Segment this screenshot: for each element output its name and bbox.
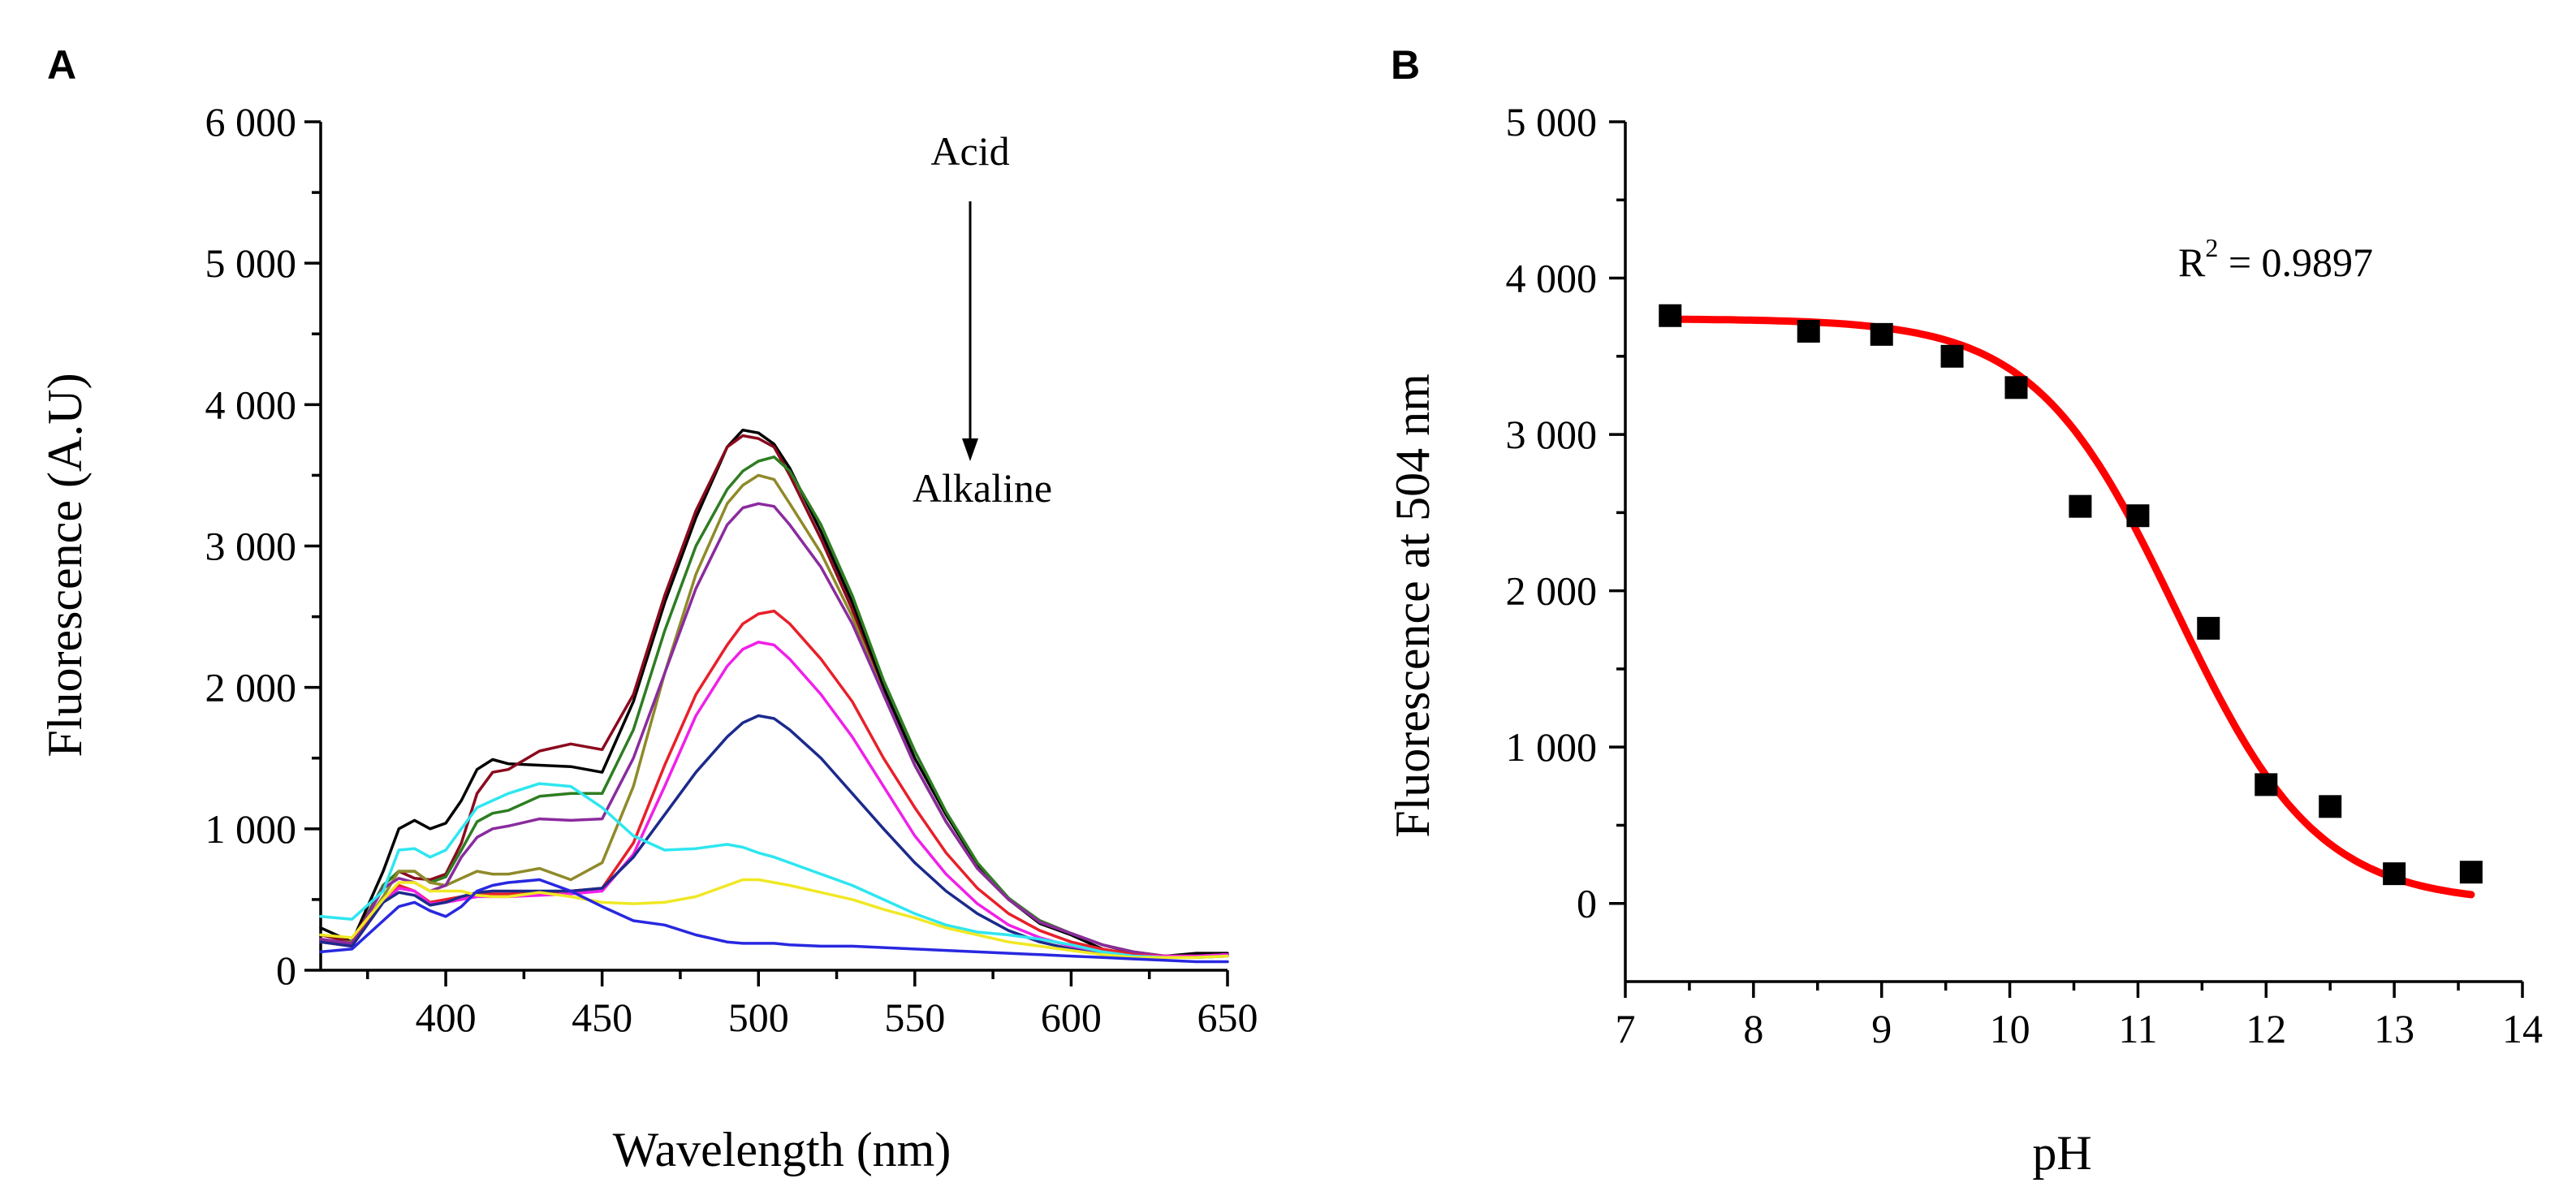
panel-b-axes: 0 1 000 2 000 3 000 4 000 5 000 7 8 9 10 11 12 13 14 bbox=[1506, 99, 2544, 1051]
panel-a-y-tick-label: 0 bbox=[276, 947, 296, 993]
panel-b-x-tick-label: 14 bbox=[2502, 1006, 2543, 1051]
data-point-marker bbox=[2069, 494, 2092, 518]
spectrum-line-black bbox=[319, 428, 1229, 958]
panel-a-x-axis-label: Wavelength (nm) bbox=[613, 1123, 951, 1176]
panel-b-x-tick-label: 12 bbox=[2246, 1006, 2286, 1051]
panel-b-x-tick-label: 13 bbox=[2374, 1006, 2414, 1051]
data-point-marker bbox=[1870, 322, 1893, 346]
panel-a-y-tick-label: 5 000 bbox=[205, 240, 297, 286]
data-point-marker bbox=[2126, 504, 2150, 528]
panel-a-y-tick-label: 3 000 bbox=[205, 524, 297, 569]
panel-b-y-tick-label: 3 000 bbox=[1506, 412, 1598, 457]
panel-a-y-tick-label: 1 000 bbox=[205, 806, 297, 852]
panel-b-x-tick-label: 10 bbox=[1990, 1006, 2030, 1051]
data-point-marker bbox=[2197, 616, 2220, 640]
panel-b-y-tick-label: 4 000 bbox=[1506, 256, 1598, 301]
panel-a-series bbox=[319, 428, 1229, 964]
panel-a-axes: 0 1 000 2 000 3 000 4 000 5 000 6 000 400 450 500… bbox=[205, 99, 1258, 1040]
data-point-marker bbox=[2004, 376, 2028, 399]
r-squared-exponent: 2 bbox=[2205, 233, 2218, 262]
panel-b-y-tick-label: 0 bbox=[1577, 881, 1597, 926]
data-point-marker bbox=[2255, 773, 2278, 796]
panel-a-x-tick-label: 450 bbox=[572, 995, 632, 1040]
panel-b-fit bbox=[1666, 315, 2475, 899]
panel-b-x-axis-label: pH bbox=[2032, 1126, 2091, 1180]
panel-b-y-tick-label: 2 000 bbox=[1506, 568, 1598, 614]
panel-b-x-tick-label: 8 bbox=[1743, 1006, 1763, 1051]
panel-b-y-axis-label: Fluorescence at 504 nm bbox=[1386, 373, 1439, 838]
panel-a-label: A bbox=[47, 42, 76, 88]
data-point-marker bbox=[2383, 862, 2406, 886]
panel-a-y-tick-label: 4 000 bbox=[205, 382, 297, 427]
spectrum-line-blue bbox=[319, 878, 1229, 964]
r-squared-annotation: R2 = 0.9897 bbox=[2178, 233, 2373, 285]
spectrum-line-dark-red bbox=[319, 434, 1229, 958]
panel-a-x-tick-label: 500 bbox=[728, 995, 789, 1040]
panel-a-x-tick-label: 650 bbox=[1197, 995, 1258, 1040]
panel-a-x-tick-label: 600 bbox=[1041, 995, 1102, 1040]
panel-b-x-tick-label: 11 bbox=[2118, 1006, 2157, 1051]
data-point-marker bbox=[1659, 304, 1682, 327]
panel-a-x-tick-label: 550 bbox=[884, 995, 945, 1040]
panel-b-label: B bbox=[1391, 42, 1420, 88]
annotation-acid: Acid bbox=[930, 128, 1009, 174]
panel-a-y-tick-label: 6 000 bbox=[205, 99, 297, 145]
sigmoid-fit-curve bbox=[1666, 315, 2475, 899]
spectrum-line-purple bbox=[319, 502, 1229, 958]
data-point-marker bbox=[1797, 320, 1820, 343]
panel-b-y-tick-label: 1 000 bbox=[1506, 724, 1598, 770]
spectrum-line-cyan bbox=[319, 782, 1229, 960]
panel-b-x-tick-label: 7 bbox=[1616, 1006, 1636, 1051]
panel-b: B 0 1 000 2 000 3 000 4 000 5 000 7 8 9 10 11 12 13 1… bbox=[1386, 42, 2543, 1180]
data-point-marker bbox=[2459, 861, 2483, 884]
panel-b-y-tick-label: 5 000 bbox=[1506, 99, 1598, 145]
r-squared-r: R bbox=[2178, 240, 2206, 285]
spectrum-line-yellow bbox=[319, 878, 1229, 960]
spectrum-line-navy bbox=[319, 714, 1229, 960]
panel-b-x-tick-label: 9 bbox=[1871, 1006, 1892, 1051]
annotation-alkaline: Alkaline bbox=[913, 465, 1052, 511]
panel-a: A 0 1 000 2 000 3 000 4 000 5 000 6 000 400 450 5… bbox=[38, 42, 1258, 1176]
data-point-marker bbox=[1940, 344, 1964, 368]
panel-a-y-axis-label: Fluorescence (A.U) bbox=[38, 373, 92, 757]
panel-a-x-tick-label: 400 bbox=[416, 995, 477, 1040]
data-point-marker bbox=[2319, 795, 2342, 818]
panel-b-points bbox=[1659, 304, 2483, 886]
spectrum-line-red bbox=[319, 609, 1229, 958]
panel-a-y-tick-label: 2 000 bbox=[205, 665, 297, 710]
annotation-arrow-head bbox=[962, 438, 978, 461]
r-squared-value: = 0.9897 bbox=[2218, 240, 2373, 285]
